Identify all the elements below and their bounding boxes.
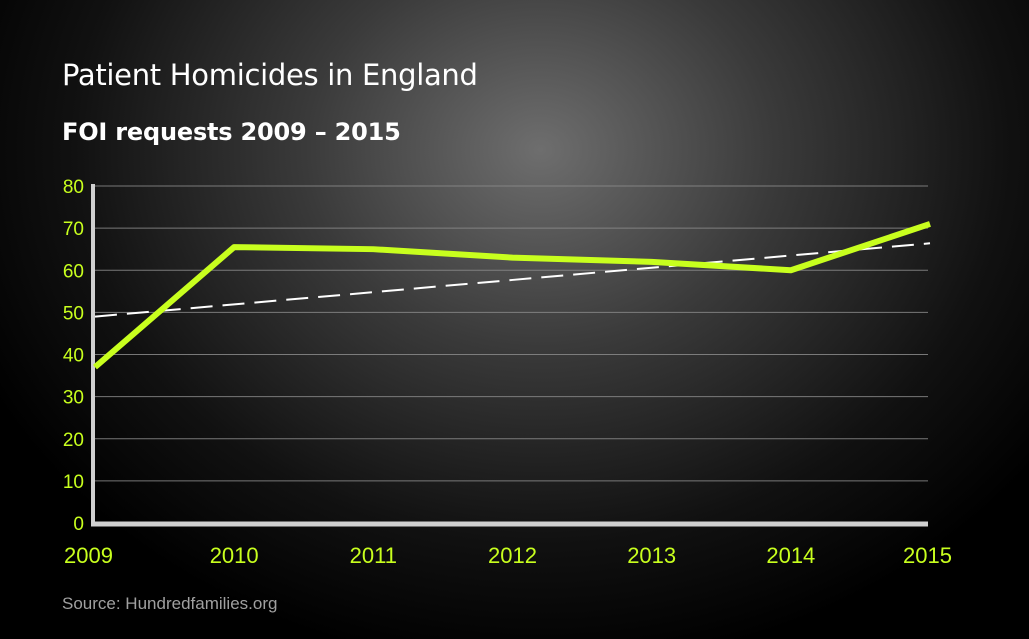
chart-title: Patient Homicides in England bbox=[62, 58, 478, 92]
series-line bbox=[93, 221, 931, 370]
x-tick-label: 2010 bbox=[210, 543, 259, 568]
series-lines bbox=[93, 221, 931, 370]
x-tick-label: 2015 bbox=[903, 543, 952, 568]
x-tick-label: 2012 bbox=[488, 543, 537, 568]
y-tick-label: 60 bbox=[63, 261, 84, 282]
y-tick-label: 40 bbox=[63, 346, 84, 367]
y-tick-label: 50 bbox=[63, 303, 84, 324]
y-tick-label: 70 bbox=[63, 219, 84, 240]
grid-lines bbox=[93, 185, 928, 482]
trend-line bbox=[94, 242, 931, 318]
chart-subtitle: FOI requests 2009 – 2015 bbox=[62, 118, 401, 146]
y-tick-label: 0 bbox=[73, 514, 84, 535]
x-tick-label: 2013 bbox=[627, 543, 676, 568]
source-note: Source: Hundredfamilies.org bbox=[62, 594, 278, 613]
y-tick-label: 20 bbox=[63, 430, 84, 451]
y-tick-label: 30 bbox=[63, 388, 84, 409]
axes bbox=[91, 184, 928, 527]
x-tick-labels: 2009 2010 2011 2012 2013 2014 2015 bbox=[64, 543, 952, 568]
x-tick-label: 2009 bbox=[64, 543, 113, 568]
x-tick-label: 2011 bbox=[350, 543, 397, 568]
y-tick-labels: 0 10 20 30 40 50 60 70 80 bbox=[63, 177, 84, 535]
y-tick-label: 80 bbox=[63, 177, 84, 198]
x-tick-label: 2014 bbox=[766, 543, 815, 568]
y-tick-label: 10 bbox=[63, 472, 84, 493]
